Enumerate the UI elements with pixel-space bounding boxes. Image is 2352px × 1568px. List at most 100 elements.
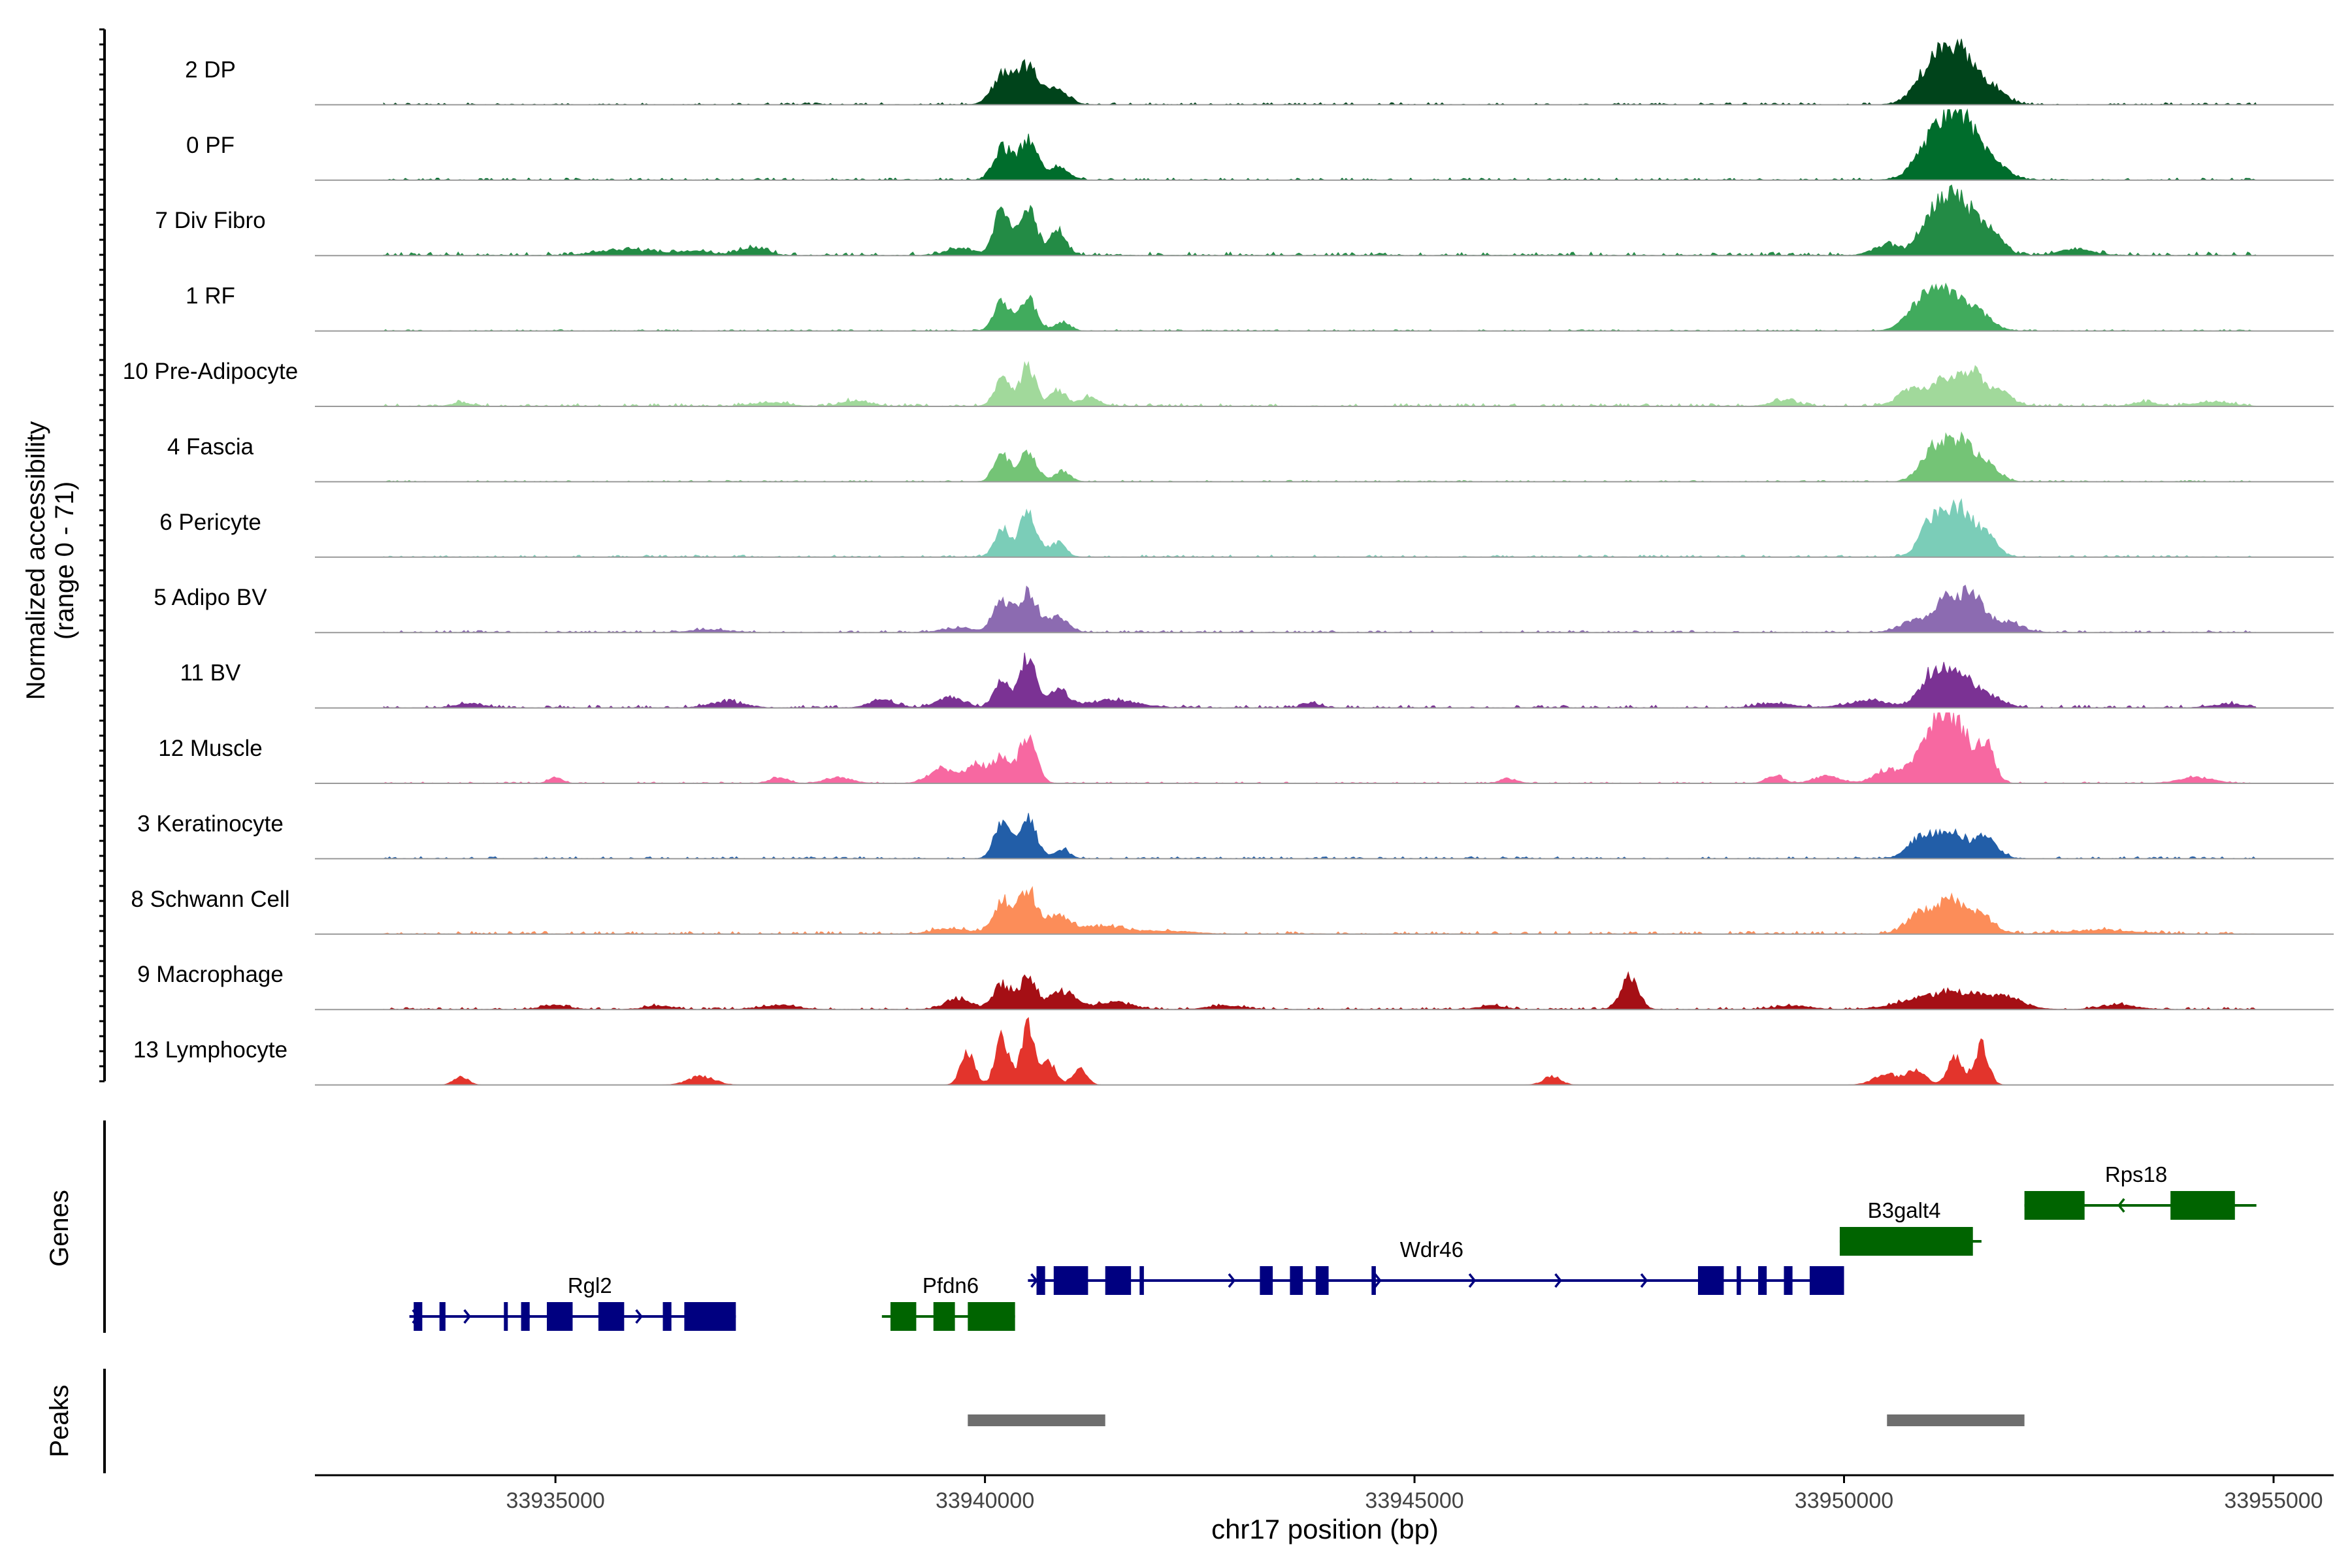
coverage-track: 1 RF	[186, 282, 2334, 332]
coverage-area	[383, 652, 2257, 709]
gene-exon	[598, 1302, 625, 1331]
track-label: 11 BV	[180, 661, 241, 686]
x-tick-label: 33945000	[1365, 1488, 1463, 1513]
gene-model: Rgl2	[409, 1273, 736, 1331]
coverage-area	[383, 361, 2257, 407]
track-label: 13 Lymphocyte	[133, 1037, 287, 1063]
coverage-area	[383, 184, 2258, 256]
gene-model: B3galt4	[1839, 1198, 1982, 1256]
track-label: 4 Fascia	[167, 434, 254, 459]
coverage-track: 9 Macrophage	[137, 962, 2334, 1011]
track-label: 0 PF	[186, 133, 235, 158]
accessibility-y-axis	[99, 28, 106, 1083]
coverage-area	[383, 585, 2257, 633]
gene-exon	[439, 1302, 446, 1331]
coverage-area	[383, 886, 2257, 935]
y-axis-title: Normalized accessibility	[22, 421, 50, 700]
coverage-track: 0 PF	[186, 108, 2334, 181]
strand-arrow	[523, 1309, 531, 1324]
peak-regions	[968, 1414, 2025, 1426]
coverage-track: 4 Fascia	[167, 431, 2334, 483]
track-label: 1 RF	[186, 284, 235, 309]
strand-arrow	[412, 1309, 420, 1324]
coverage-area	[383, 813, 2257, 860]
gene-exon	[504, 1302, 508, 1331]
track-label: 8 Schwann Cell	[131, 887, 289, 912]
coverage-track: 5 Adipo BV	[154, 585, 2334, 634]
gene-model: Rps18	[2024, 1162, 2257, 1220]
coverage-track: 8 Schwann Cell	[131, 886, 2334, 935]
gene-label: Rps18	[2105, 1162, 2167, 1186]
strand-arrow	[1228, 1273, 1236, 1288]
gene-exon	[1290, 1266, 1303, 1295]
gene-models: Rgl2 Pfdn6 Wdr46 B3galt4 Rps18	[409, 1162, 2257, 1331]
strand-arrow	[463, 1309, 471, 1324]
gene-exon	[890, 1302, 917, 1331]
coverage-track: 6 Pericyte	[159, 498, 2334, 558]
track-label: 6 Pericyte	[159, 510, 261, 535]
track-label: 3 Keratinocyte	[137, 811, 284, 836]
gene-model: Pfdn6	[881, 1273, 1015, 1331]
coverage-track: 13 Lymphocyte	[133, 1017, 2334, 1086]
strand-arrow	[1554, 1273, 1562, 1288]
peak-region	[968, 1414, 1105, 1426]
coverage-area	[383, 39, 2257, 106]
track-label: 2 DP	[185, 57, 236, 82]
coverage-area	[383, 712, 2257, 784]
gene-exon	[1737, 1266, 1741, 1295]
track-label: 5 Adipo BV	[154, 585, 267, 610]
strand-arrow	[635, 1309, 643, 1324]
genes-panel: Genes Rgl2 Pfdn6 Wdr46 B3galt4 Rps18	[45, 1120, 2257, 1333]
coverage-area	[383, 971, 2257, 1010]
track-label: 9 Macrophage	[137, 962, 284, 987]
coverage-track: 10 Pre-Adipocyte	[123, 359, 2334, 407]
genes-panel-title: Genes	[45, 1190, 74, 1267]
gene-exon	[684, 1302, 736, 1331]
peaks-panel: Peaks	[45, 1369, 2025, 1473]
gene-exon	[547, 1302, 573, 1331]
x-axis-title: chr17 position (bp)	[1211, 1514, 1439, 1544]
strand-arrow	[1030, 1273, 1038, 1288]
track-label: 12 Muscle	[158, 736, 263, 761]
coverage-track: 2 DP	[185, 39, 2334, 106]
x-axis: 33935000 33940000 33945000 33950000 33955000	[315, 1474, 2334, 1513]
gene-exon	[1105, 1266, 1132, 1295]
gene-exon	[1036, 1266, 1045, 1295]
coverage-track: 7 Div Fibro	[155, 184, 2334, 257]
gene-exon	[1697, 1266, 1724, 1295]
gene-label: Rgl2	[568, 1273, 612, 1298]
gene-label: Wdr46	[1400, 1237, 1463, 1262]
gene-exon	[1758, 1266, 1767, 1295]
gene-exon	[968, 1302, 1015, 1331]
gene-label: Pfdn6	[923, 1273, 979, 1298]
gene-exon	[933, 1302, 955, 1331]
x-tick-label: 33950000	[1795, 1488, 1893, 1513]
gene-exon	[2170, 1191, 2235, 1220]
gene-exon	[1315, 1266, 1329, 1295]
track-label: 7 Div Fibro	[155, 208, 265, 233]
x-tick-label: 33940000	[936, 1488, 1034, 1513]
gene-exon	[1809, 1266, 1844, 1295]
coverage-area	[383, 282, 2257, 332]
gene-exon	[1053, 1266, 1088, 1295]
coverage-area	[383, 431, 2257, 482]
track-label: 10 Pre-Adipocyte	[123, 359, 298, 384]
gene-model: Wdr46	[1028, 1237, 1844, 1295]
coverage-area	[384, 1017, 2257, 1086]
strand-arrow	[2117, 1198, 2125, 1213]
coverage-area	[383, 498, 2257, 558]
strand-arrow	[1468, 1273, 1477, 1288]
gene-exon	[1260, 1266, 1273, 1295]
peaks-panel-title: Peaks	[45, 1384, 74, 1457]
coverage-track: 3 Keratinocyte	[137, 811, 2334, 860]
strand-arrow	[1374, 1273, 1382, 1288]
y-axis-subtitle: (range 0 - 71)	[50, 482, 79, 640]
gene-exon	[662, 1302, 672, 1331]
gene-exon	[1784, 1266, 1793, 1295]
coverage-tracks: 2 DP 0 PF 7 Div Fibro 1 RF 10 Pre-Adipocyte 4…	[123, 39, 2334, 1086]
strand-arrow	[1640, 1273, 1648, 1288]
coverage-track: 12 Muscle	[158, 712, 2334, 784]
gene-label: B3galt4	[1868, 1198, 1941, 1222]
gene-exon	[1371, 1266, 1376, 1295]
